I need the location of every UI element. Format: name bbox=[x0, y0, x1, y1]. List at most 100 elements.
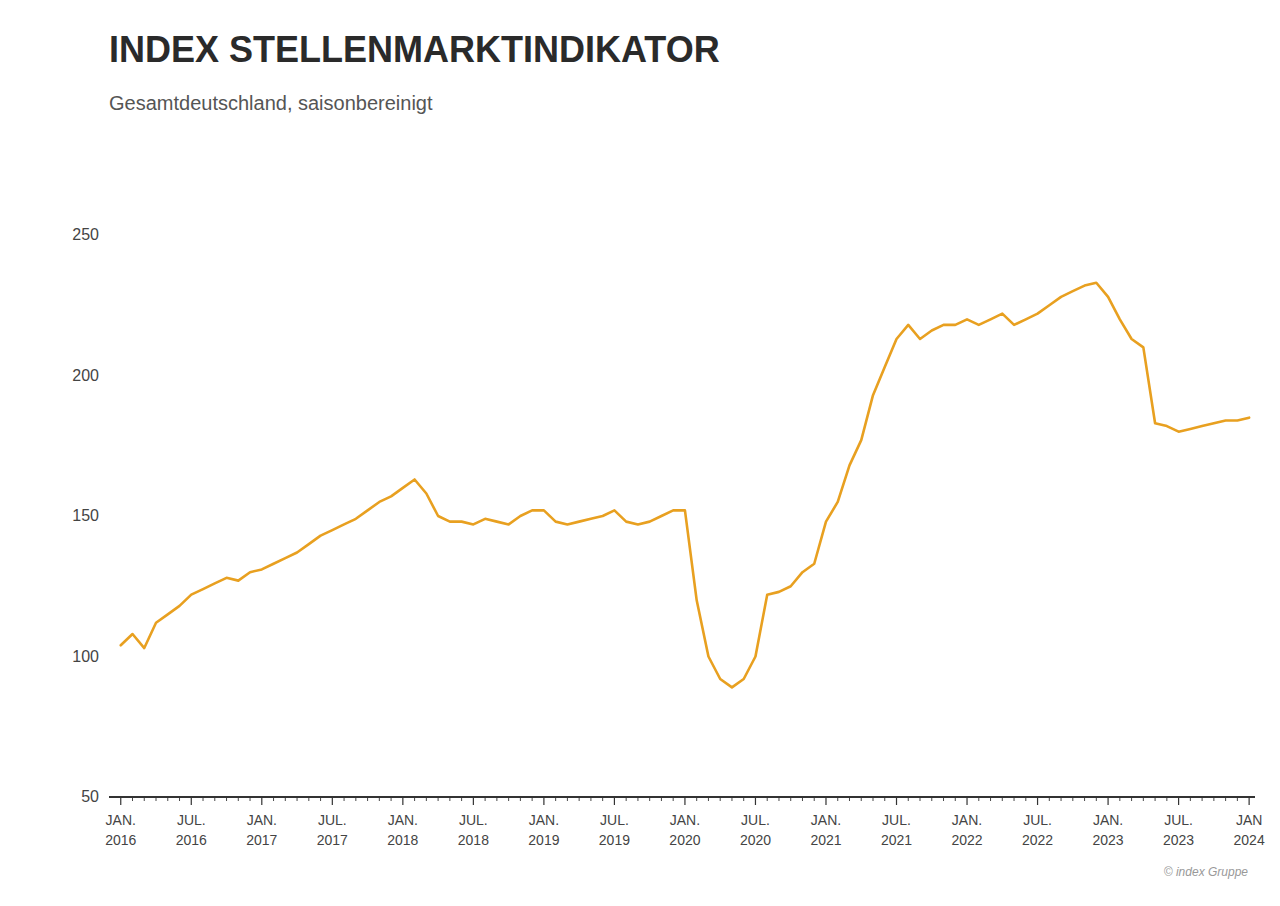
x-tick bbox=[755, 797, 756, 805]
x-tick-label-line: JAN. bbox=[247, 812, 277, 828]
chart: INDEX STELLENMARKTINDIKATOR Gesamtdeutsch… bbox=[0, 0, 1280, 906]
x-minor-tick bbox=[1049, 797, 1050, 801]
x-minor-tick bbox=[743, 797, 744, 801]
x-minor-tick bbox=[626, 797, 627, 801]
x-tick bbox=[120, 797, 121, 805]
x-minor-tick bbox=[179, 797, 180, 801]
x-minor-tick bbox=[637, 797, 638, 801]
x-tick-label-line: 2016 bbox=[105, 832, 136, 848]
x-axis: JAN.2016JUL.2016JAN.2017JUL.2017JAN.2018… bbox=[105, 797, 1265, 848]
x-tick bbox=[825, 797, 826, 805]
x-minor-tick bbox=[1143, 797, 1144, 801]
x-minor-tick bbox=[884, 797, 885, 801]
x-minor-tick bbox=[1213, 797, 1214, 801]
x-minor-tick bbox=[720, 797, 721, 801]
x-minor-tick bbox=[391, 797, 392, 801]
x-minor-tick bbox=[203, 797, 204, 801]
y-tick-label: 100 bbox=[72, 648, 99, 665]
x-tick-label-line: JUL. bbox=[741, 812, 770, 828]
y-tick-label: 150 bbox=[72, 507, 99, 524]
x-tick-label: JAN.2016 bbox=[105, 812, 136, 848]
x-minor-tick bbox=[731, 797, 732, 801]
x-tick bbox=[261, 797, 262, 805]
x-tick-label-line: JUL. bbox=[459, 812, 488, 828]
x-minor-tick bbox=[708, 797, 709, 801]
x-tick-label-line: 2017 bbox=[246, 832, 277, 848]
x-tick-label-line: 2017 bbox=[317, 832, 348, 848]
x-tick-label-line: JAN. bbox=[388, 812, 418, 828]
x-minor-tick bbox=[649, 797, 650, 801]
x-tick-label: JUL.2023 bbox=[1163, 812, 1194, 848]
x-minor-tick bbox=[1225, 797, 1226, 801]
x-tick-label-line: 2021 bbox=[810, 832, 841, 848]
x-tick bbox=[684, 797, 685, 805]
x-minor-tick bbox=[156, 797, 157, 801]
y-tick-label: 50 bbox=[81, 788, 99, 805]
x-minor-tick bbox=[1155, 797, 1156, 801]
x-tick bbox=[966, 797, 967, 805]
x-tick-label-line: JAN. bbox=[952, 812, 982, 828]
x-tick-label: JUL. 2019 bbox=[599, 812, 630, 848]
title: INDEX STELLENMARKTINDIKATOR bbox=[109, 29, 720, 70]
x-minor-tick bbox=[908, 797, 909, 801]
x-minor-tick bbox=[1061, 797, 1062, 801]
x-minor-tick bbox=[379, 797, 380, 801]
x-tick-label: JAN. 2017 bbox=[246, 812, 277, 848]
x-minor-tick bbox=[837, 797, 838, 801]
x-tick-label: JAN2024 bbox=[1234, 812, 1265, 848]
x-minor-tick bbox=[661, 797, 662, 801]
x-tick-label-line: JUL. bbox=[600, 812, 629, 828]
x-tick-label-line: JUL. bbox=[1164, 812, 1193, 828]
subtitle: Gesamtdeutschland, saisonbereinigt bbox=[109, 92, 433, 114]
x-minor-tick bbox=[532, 797, 533, 801]
x-minor-tick bbox=[508, 797, 509, 801]
background bbox=[0, 0, 1280, 906]
x-minor-tick bbox=[1002, 797, 1003, 801]
x-tick-label-line: JUL. bbox=[177, 812, 206, 828]
y-tick-label: 200 bbox=[72, 367, 99, 384]
x-minor-tick bbox=[438, 797, 439, 801]
x-tick-label: JAN.2021 bbox=[810, 812, 841, 848]
x-minor-tick bbox=[367, 797, 368, 801]
x-tick-label: JUL.2020 bbox=[740, 812, 771, 848]
y-tick-label: 250 bbox=[72, 226, 99, 243]
x-minor-tick bbox=[1072, 797, 1073, 801]
x-minor-tick bbox=[790, 797, 791, 801]
x-tick bbox=[1249, 797, 1250, 805]
x-minor-tick bbox=[1190, 797, 1191, 801]
x-tick bbox=[191, 797, 192, 805]
x-minor-tick bbox=[990, 797, 991, 801]
x-minor-tick bbox=[273, 797, 274, 801]
x-minor-tick bbox=[814, 797, 815, 801]
x-tick bbox=[896, 797, 897, 805]
x-minor-tick bbox=[414, 797, 415, 801]
x-tick-label-line: JAN bbox=[1236, 812, 1262, 828]
x-tick-label-line: 2021 bbox=[881, 832, 912, 848]
x-minor-tick bbox=[673, 797, 674, 801]
x-minor-tick bbox=[214, 797, 215, 801]
x-tick-label-line: 2019 bbox=[599, 832, 630, 848]
x-minor-tick bbox=[1119, 797, 1120, 801]
x-tick bbox=[543, 797, 544, 805]
x-minor-tick bbox=[1131, 797, 1132, 801]
x-minor-tick bbox=[590, 797, 591, 801]
x-minor-tick bbox=[144, 797, 145, 801]
x-minor-tick bbox=[849, 797, 850, 801]
x-tick-label: JUL.2021 bbox=[881, 812, 912, 848]
x-minor-tick bbox=[555, 797, 556, 801]
x-minor-tick bbox=[567, 797, 568, 801]
x-minor-tick bbox=[920, 797, 921, 801]
x-tick bbox=[332, 797, 333, 805]
x-tick-label-line: 2023 bbox=[1092, 832, 1123, 848]
x-tick-label-line: 2016 bbox=[176, 832, 207, 848]
x-minor-tick bbox=[802, 797, 803, 801]
x-minor-tick bbox=[579, 797, 580, 801]
x-tick-label: JUL.2017 bbox=[317, 812, 348, 848]
x-minor-tick bbox=[778, 797, 779, 801]
x-minor-tick bbox=[297, 797, 298, 801]
x-tick bbox=[1178, 797, 1179, 805]
x-minor-tick bbox=[931, 797, 932, 801]
x-minor-tick bbox=[520, 797, 521, 801]
x-minor-tick bbox=[320, 797, 321, 801]
x-minor-tick bbox=[167, 797, 168, 801]
